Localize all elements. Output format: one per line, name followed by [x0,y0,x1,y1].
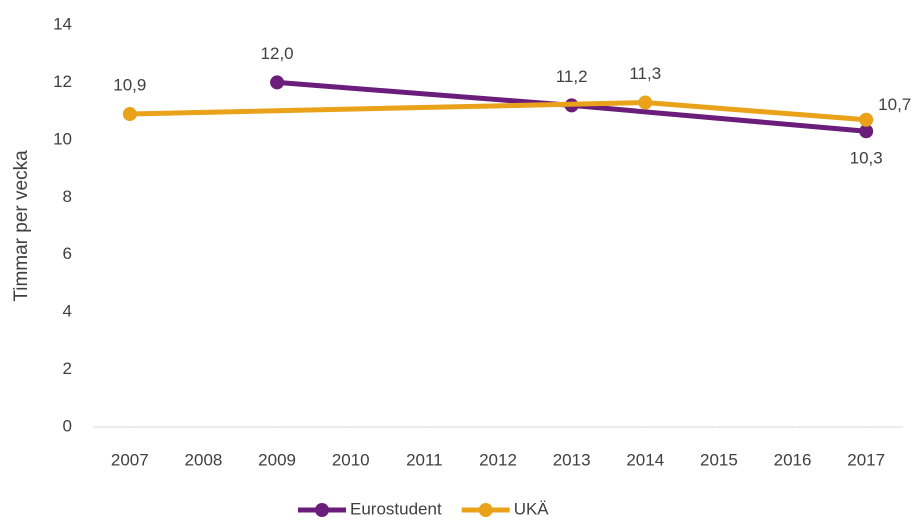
data-label: 11,3 [629,64,661,83]
x-tick-label: 2008 [185,450,223,469]
x-tick-label: 2009 [258,450,296,469]
data-point [270,75,285,90]
x-tick-label: 2007 [111,450,149,469]
x-tick-label: 2014 [626,450,664,469]
data-label: 10,3 [850,149,883,168]
y-tick-label: 2 [63,359,72,378]
y-tick-label: 4 [63,302,72,321]
y-tick-label: 12 [53,72,72,91]
x-tick-label: 2010 [332,450,370,469]
data-label: 11,2 [556,67,588,86]
legend-label: UKÄ [514,499,550,518]
x-tick-label: 2017 [847,450,885,469]
y-tick-label: 14 [53,14,72,33]
data-point [859,112,874,127]
y-tick-label: 6 [63,244,72,263]
x-tick-label: 2015 [700,450,738,469]
y-tick-label: 10 [53,129,72,148]
data-point [122,107,137,122]
data-point [859,124,874,139]
data-label: 10,9 [113,75,146,94]
series-line [129,100,867,123]
data-label: 10,7 [878,95,911,114]
y-tick-label: 8 [63,187,72,206]
y-axis-label: Timmar per vecka [11,150,32,302]
legend-marker [315,503,329,517]
x-tick-label: 2013 [553,450,591,469]
x-tick-label: 2011 [406,450,443,469]
x-tick-label: 2016 [774,450,812,469]
data-label: 12,0 [261,44,294,63]
data-point [638,95,653,110]
x-tick-label: 2012 [479,450,517,469]
y-tick-label: 0 [63,416,72,435]
legend-marker [478,503,493,517]
legend-label: Eurostudent [350,499,442,518]
